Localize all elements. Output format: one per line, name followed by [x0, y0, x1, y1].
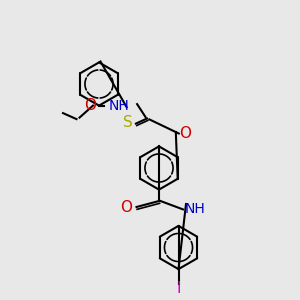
Text: O: O	[120, 200, 132, 214]
Text: NH: NH	[109, 99, 130, 112]
Text: O: O	[84, 98, 96, 113]
Text: I: I	[176, 281, 181, 296]
Text: O: O	[179, 126, 191, 141]
Text: NH: NH	[184, 202, 205, 216]
Text: S: S	[123, 115, 132, 130]
